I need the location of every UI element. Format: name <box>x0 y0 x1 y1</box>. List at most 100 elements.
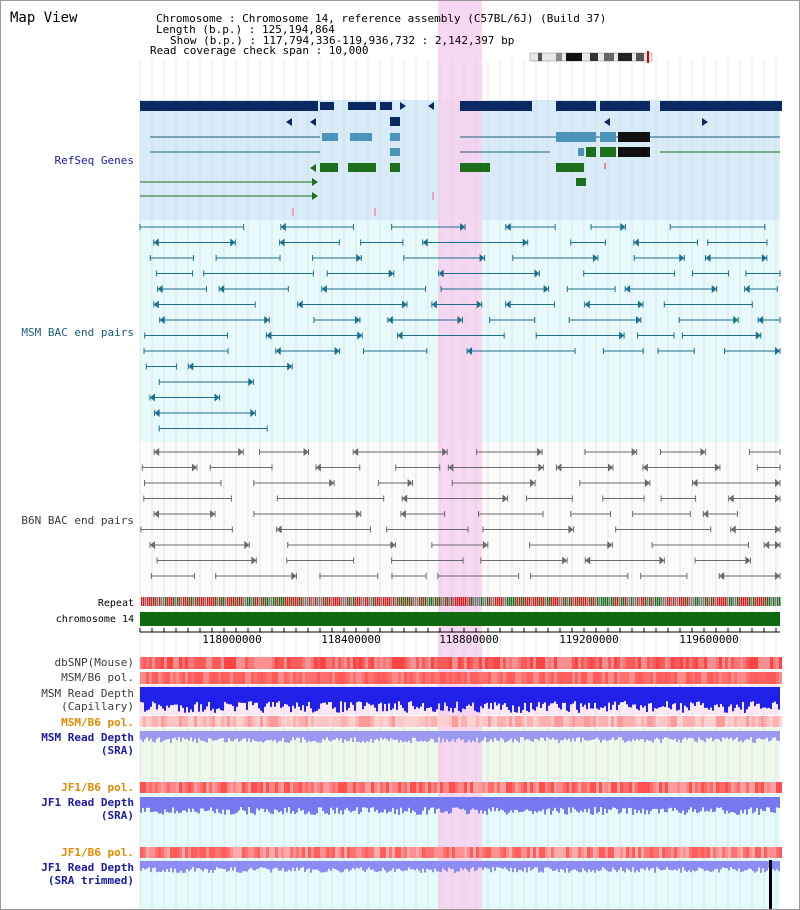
bac-pair[interactable] <box>602 495 645 502</box>
bac-pair[interactable] <box>748 449 781 455</box>
bac-pair[interactable] <box>276 525 371 534</box>
bac-pair[interactable] <box>692 270 730 277</box>
bac-pair[interactable] <box>143 480 222 486</box>
bac-pair[interactable] <box>215 572 297 580</box>
track-label-b6n-bac[interactable]: B6N BAC end pairs <box>21 514 134 527</box>
bac-pair[interactable] <box>141 463 198 472</box>
bac-pair[interactable] <box>431 541 489 549</box>
track-label-jf1-read-depth-trim[interactable]: JF1 Read Depth <box>41 861 134 874</box>
bac-pair[interactable] <box>144 332 228 339</box>
b6n-bac-end-pairs[interactable] <box>140 448 781 580</box>
bac-pair[interactable] <box>326 269 395 278</box>
bac-pair[interactable] <box>153 448 244 456</box>
repeat-track[interactable] <box>141 597 781 606</box>
bac-pair[interactable] <box>149 255 195 261</box>
bac-pair[interactable] <box>702 510 738 518</box>
bac-pair[interactable] <box>440 285 550 293</box>
bac-pair[interactable] <box>681 331 762 340</box>
bac-pair[interactable] <box>297 300 408 309</box>
bac-pair[interactable] <box>187 362 293 371</box>
bac-pair[interactable] <box>139 224 245 230</box>
track-label-refseq[interactable]: RefSeq Genes <box>55 154 134 167</box>
bac-pair[interactable] <box>642 463 721 472</box>
bac-pair[interactable] <box>387 316 463 324</box>
bac-pair[interactable] <box>312 254 362 262</box>
bac-pair[interactable] <box>149 541 250 549</box>
track-label-jf1-b6-pol[interactable]: JF1/B6 pol. <box>61 781 134 794</box>
bac-pair[interactable] <box>377 479 414 487</box>
refseq-genes[interactable] <box>140 101 782 216</box>
bac-pair[interactable] <box>145 363 178 370</box>
bac-pair[interactable] <box>624 285 718 293</box>
bac-pair[interactable] <box>482 525 574 534</box>
bac-pair[interactable] <box>763 541 781 549</box>
track-label-repeat[interactable]: Repeat <box>98 598 134 609</box>
bac-pair[interactable] <box>400 510 446 518</box>
bac-pair[interactable] <box>143 495 232 502</box>
bac-pair[interactable] <box>505 300 555 309</box>
bac-pair[interactable] <box>633 238 699 247</box>
bac-pair[interactable] <box>570 511 612 517</box>
track-label-chromosome[interactable]: chromosome 14 <box>56 614 134 625</box>
bac-pair[interactable] <box>669 224 766 230</box>
bac-pair[interactable] <box>570 239 606 246</box>
track-label-dbsnp[interactable]: dbSNP(Mouse) <box>55 656 134 669</box>
bac-pair[interactable] <box>744 285 778 293</box>
chromosome-ideogram[interactable] <box>529 51 653 63</box>
bac-pair[interactable] <box>512 254 599 262</box>
bac-pair[interactable] <box>568 316 642 324</box>
bac-pair[interactable] <box>590 223 626 231</box>
bac-pair[interactable] <box>757 316 781 324</box>
bac-pair[interactable] <box>158 425 268 432</box>
bac-pair[interactable] <box>657 348 695 354</box>
bac-pair[interactable] <box>584 300 644 309</box>
bac-pair[interactable] <box>438 269 540 278</box>
bac-pair[interactable] <box>640 573 688 579</box>
bac-pair[interactable] <box>143 348 229 354</box>
bac-pair[interactable] <box>395 464 441 471</box>
bac-pair[interactable] <box>140 526 233 533</box>
bac-pair[interactable] <box>566 286 616 292</box>
bac-pair[interactable] <box>659 448 706 456</box>
bac-pair[interactable] <box>209 464 273 471</box>
bac-pair[interactable] <box>362 348 428 354</box>
track-label-jf1-read-depth[interactable]: JF1 Read Depth <box>41 796 134 809</box>
bac-pair[interactable] <box>756 464 781 471</box>
bac-pair[interactable] <box>437 573 520 579</box>
bac-pair[interactable] <box>319 573 379 579</box>
bac-pair[interactable] <box>215 255 281 261</box>
bac-pair[interactable] <box>158 378 254 386</box>
polymorphism-tracks[interactable] <box>140 657 782 858</box>
bac-pair[interactable] <box>218 285 289 293</box>
bac-pair[interactable] <box>391 573 427 579</box>
bac-pair[interactable] <box>396 331 505 340</box>
bac-pair[interactable] <box>253 479 335 487</box>
bac-pair[interactable] <box>579 479 651 487</box>
bac-pair[interactable] <box>403 254 486 262</box>
track-label-jf1-b6-pol-2[interactable]: JF1/B6 pol. <box>61 846 134 859</box>
bac-pair[interactable] <box>422 238 529 247</box>
bac-pair[interactable] <box>321 285 427 293</box>
bac-pair[interactable] <box>157 285 207 293</box>
bac-pair[interactable] <box>530 573 629 579</box>
bac-pair[interactable] <box>730 525 781 534</box>
track-label-msm-bac[interactable]: MSM BAC end pairs <box>21 326 134 339</box>
bac-pair[interactable] <box>153 300 256 309</box>
bac-pair[interactable] <box>663 301 753 308</box>
bac-pair[interactable] <box>705 254 768 262</box>
bac-pair[interactable] <box>352 448 448 456</box>
bac-pair[interactable] <box>287 541 396 549</box>
bac-pair[interactable] <box>526 495 573 502</box>
bac-pair[interactable] <box>535 331 625 340</box>
bac-pair[interactable] <box>401 494 508 503</box>
bac-pair[interactable] <box>505 223 556 231</box>
bac-pair[interactable] <box>478 511 544 517</box>
msm-bac-end-pairs[interactable] <box>139 223 781 432</box>
bac-pair[interactable] <box>253 510 362 518</box>
bac-pair[interactable] <box>632 511 691 517</box>
track-label-msm-b6-pol[interactable]: MSM/B6 pol. <box>61 671 134 684</box>
bac-pair[interactable] <box>466 347 576 355</box>
bac-pair[interactable] <box>159 316 270 324</box>
chromosome-bar[interactable] <box>140 612 780 626</box>
bac-pair[interactable] <box>155 270 194 277</box>
